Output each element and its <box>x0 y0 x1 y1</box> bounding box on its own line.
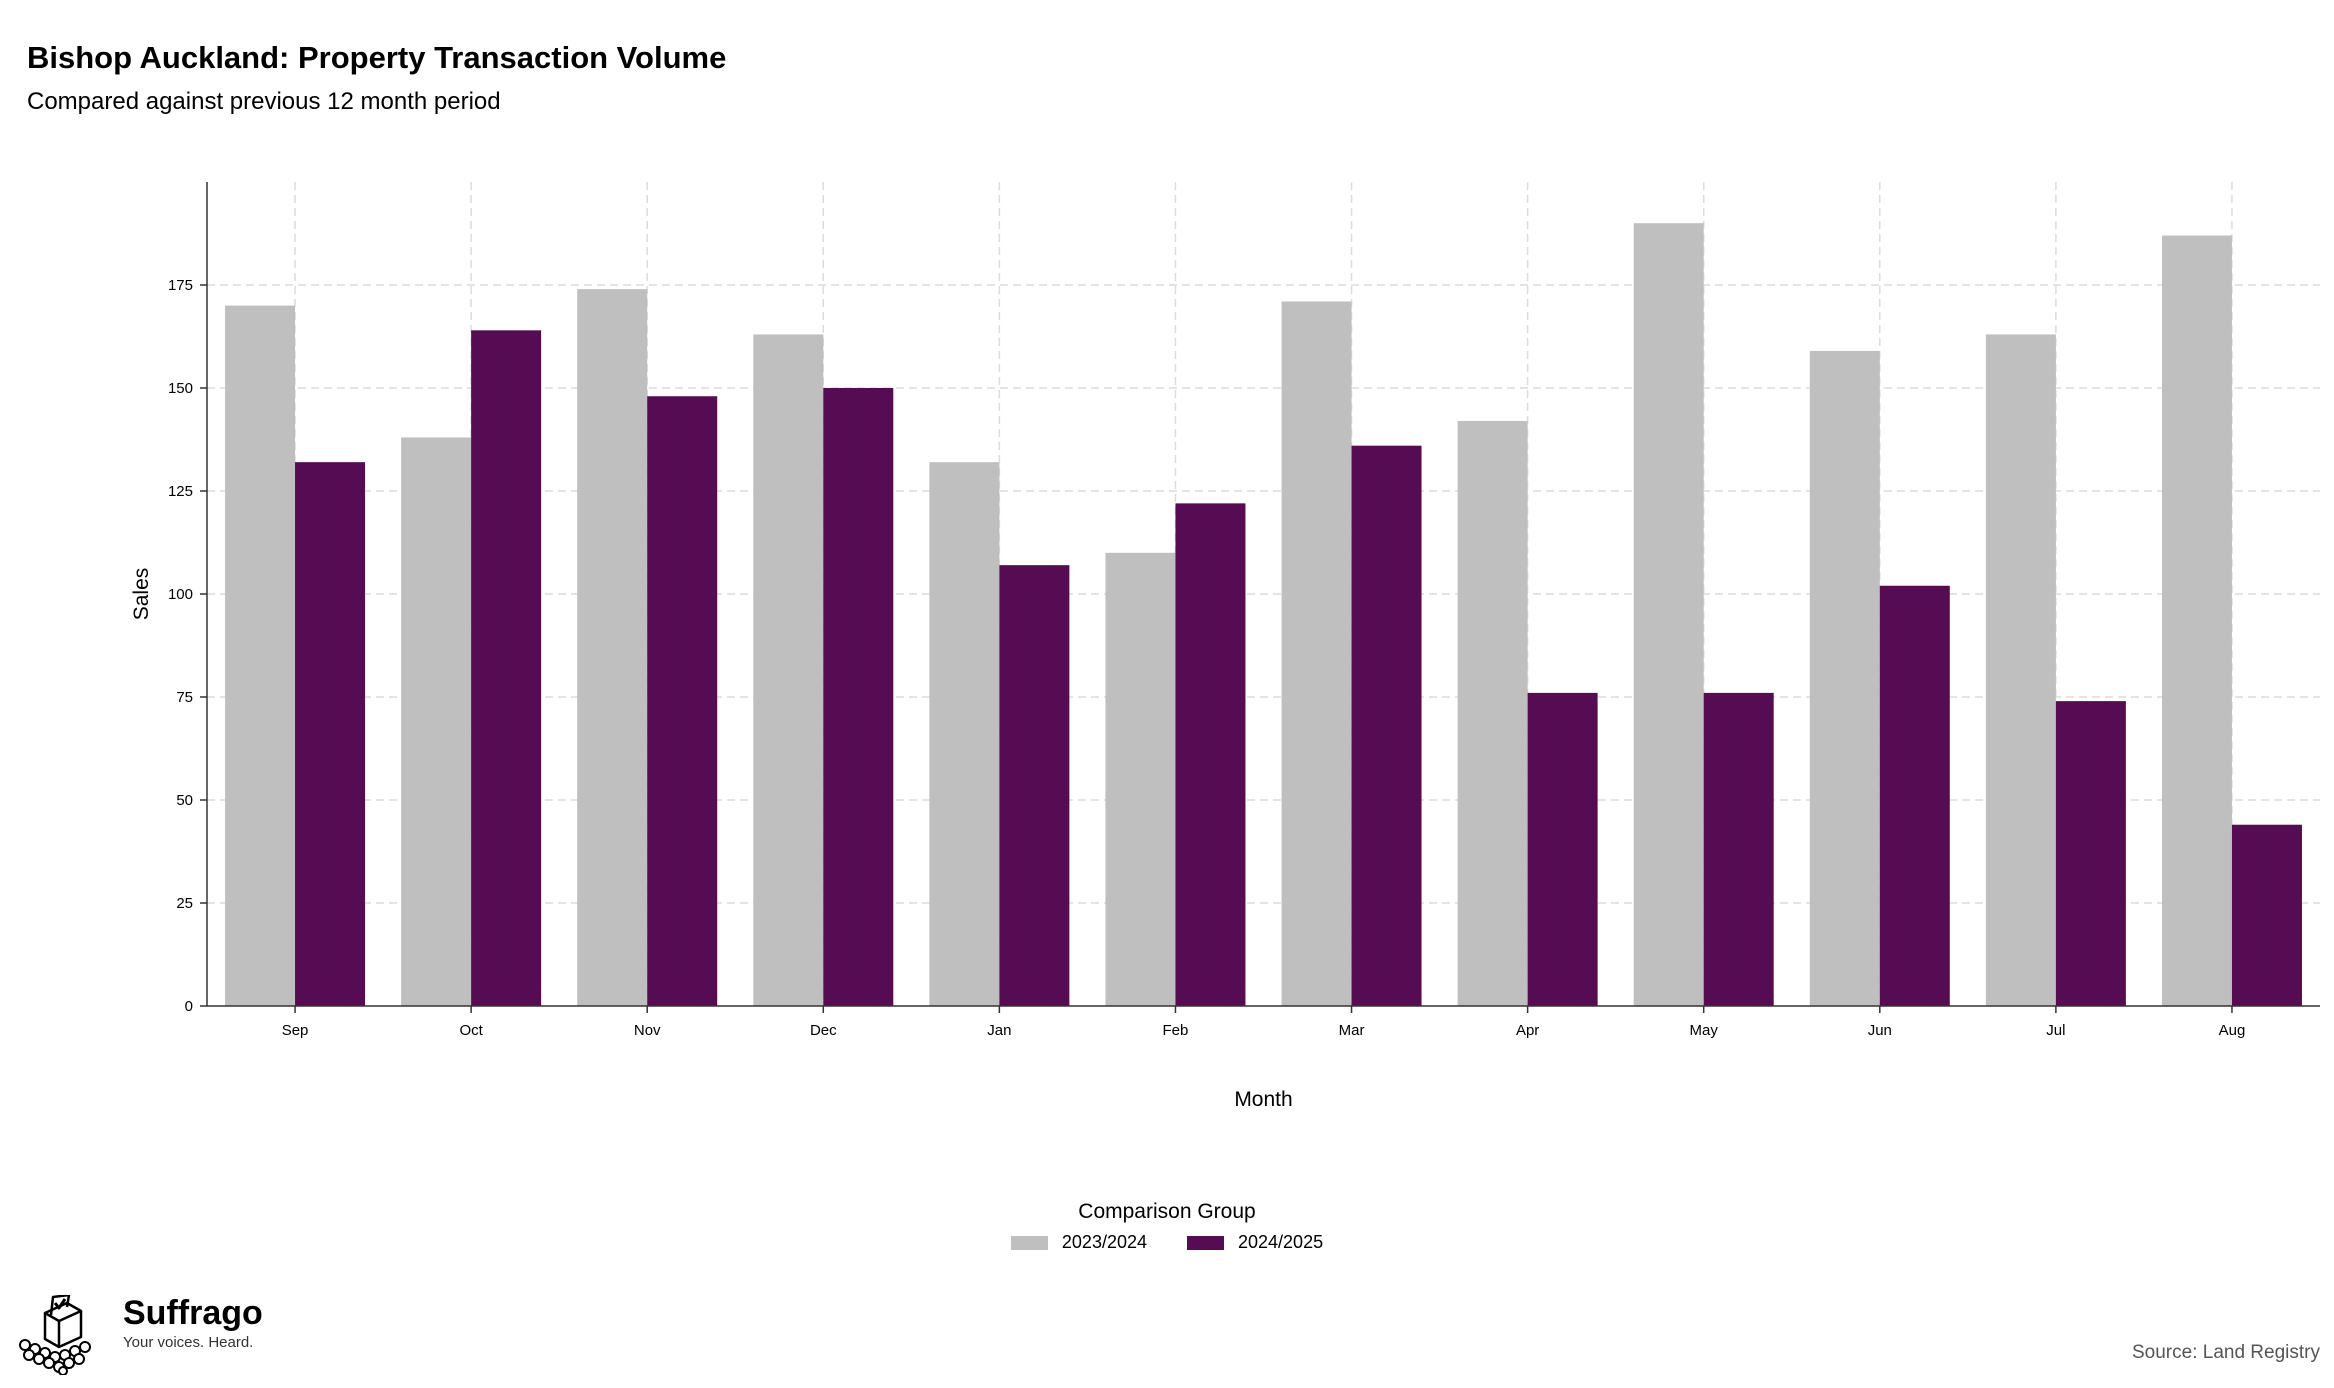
x-tick-label: Mar <box>1339 1022 1365 1039</box>
legend-item-2023-2024: 2023/2024 <box>1010 1232 1147 1253</box>
ballot-box-icon <box>19 1295 91 1375</box>
bar-2023-2024-oct <box>401 437 472 1006</box>
legend-label: 2023/2024 <box>1061 1232 1147 1252</box>
bar-chart: 0 25 50 75 100 125 150 175 Sep Oct Nov Dec Jan Feb Mar… <box>130 182 2320 1111</box>
bar-2024-2025-sep <box>295 462 366 1006</box>
axes: 0 25 50 75 100 125 150 175 Sep Oct Nov Dec Jan Feb Mar… <box>168 182 2320 1039</box>
bar-2023-2024-nov <box>577 289 648 1006</box>
y-axis-title: Sales <box>130 568 153 621</box>
source-note: Source: Land Registry <box>2132 1342 2320 1363</box>
x-tick-label: Aug <box>2219 1022 2246 1039</box>
y-tick-label: 100 <box>168 586 193 603</box>
y-tick-label: 75 <box>176 689 193 706</box>
chart-subtitle: Compared against previous 12 month perio… <box>27 88 501 115</box>
bar-2024-2025-feb <box>1175 503 1246 1006</box>
bar-2023-2024-jan <box>929 462 1000 1006</box>
bar-2023-2024-may <box>1633 223 1704 1006</box>
bar-2023-2024-dec <box>753 334 824 1006</box>
legend-swatch <box>1187 1235 1224 1250</box>
legend-items: 2023/2024 2024/2025 <box>0 1232 2334 1253</box>
legend-label: 2024/2025 <box>1238 1232 1324 1252</box>
legend-title: Comparison Group <box>1078 1200 1256 1223</box>
bar-2024-2025-mar <box>1351 445 1422 1006</box>
bar-2024-2025-apr <box>1527 692 1598 1006</box>
x-tick-label: Jun <box>1868 1022 1892 1039</box>
x-tick-label: Oct <box>459 1022 483 1039</box>
bar-2023-2024-aug <box>2161 235 2232 1006</box>
brand-text: Suffrago Your voices. Heard. <box>123 1294 263 1352</box>
bar-2024-2025-may <box>1703 692 1774 1006</box>
x-tick-label: Dec <box>810 1022 837 1039</box>
legend-item-2024-2025: 2024/2025 <box>1187 1232 1323 1253</box>
bar-2023-2024-sep <box>225 305 296 1007</box>
x-tick-label: Nov <box>634 1022 661 1039</box>
y-tick-label: 125 <box>168 483 193 500</box>
bar-2023-2024-mar <box>1281 301 1352 1007</box>
y-tick-label: 25 <box>176 895 193 912</box>
bar-2024-2025-jan <box>999 565 1070 1006</box>
chart-title: Bishop Auckland: Property Transaction Vo… <box>27 40 727 75</box>
bar-2023-2024-apr <box>1457 420 1528 1007</box>
y-tick-label: 150 <box>168 380 193 397</box>
bar-2023-2024-jul <box>1985 334 2056 1006</box>
bars <box>225 223 2302 1007</box>
y-tick-label: 0 <box>185 998 193 1015</box>
bar-2024-2025-oct <box>471 330 542 1006</box>
bar-2024-2025-dec <box>823 388 894 1006</box>
x-tick-label: Apr <box>1516 1022 1539 1039</box>
brand-name: Suffrago <box>123 1294 263 1332</box>
bar-2024-2025-nov <box>647 396 718 1006</box>
y-tick-label: 50 <box>176 792 193 809</box>
bar-2023-2024-jun <box>1809 350 1880 1006</box>
x-tick-label: Sep <box>282 1022 309 1039</box>
bar-2023-2024-feb <box>1105 552 1176 1006</box>
brand-tagline: Your voices. Heard. <box>123 1334 254 1352</box>
x-tick-label: May <box>1690 1022 1719 1039</box>
brand-logo: Suffrago Your voices. Heard. <box>15 1294 263 1375</box>
x-tick-label: Jan <box>987 1022 1011 1039</box>
x-axis-title: Month <box>1234 1088 1292 1111</box>
legend: Comparison Group 2023/2024 2024/2025 <box>0 1200 2334 1253</box>
y-tick-label: 175 <box>168 277 193 294</box>
legend-swatch <box>1010 1235 1048 1250</box>
bar-2024-2025-aug <box>2231 824 2302 1006</box>
x-tick-label: Feb <box>1163 1022 1189 1039</box>
bar-2024-2025-jun <box>1879 585 1950 1006</box>
x-tick-label: Jul <box>2046 1022 2065 1039</box>
bar-2024-2025-jul <box>2055 701 2126 1006</box>
